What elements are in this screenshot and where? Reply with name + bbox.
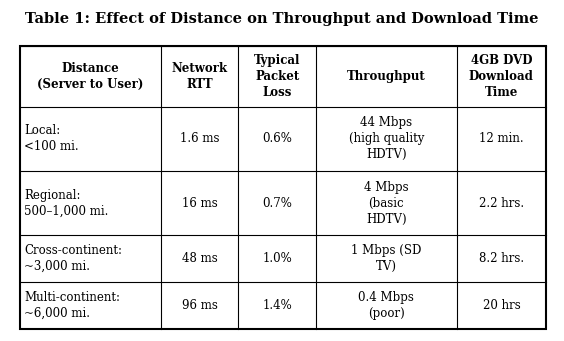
Text: 4 Mbps
(basic
HDTV): 4 Mbps (basic HDTV) <box>364 180 409 225</box>
Bar <box>20 46 546 329</box>
Text: Regional:
500–1,000 mi.: Regional: 500–1,000 mi. <box>24 189 109 218</box>
Text: 20 hrs: 20 hrs <box>483 299 520 312</box>
Text: 12 min.: 12 min. <box>479 132 524 145</box>
Text: 4GB DVD
Download
Time: 4GB DVD Download Time <box>469 54 534 99</box>
Text: 96 ms: 96 ms <box>182 299 217 312</box>
Text: Typical
Packet
Loss: Typical Packet Loss <box>254 54 300 99</box>
Text: 0.6%: 0.6% <box>262 132 292 145</box>
Text: 8.2 hrs.: 8.2 hrs. <box>479 252 524 265</box>
Text: 1.6 ms: 1.6 ms <box>180 132 219 145</box>
Text: Cross-continent:
~3,000 mi.: Cross-continent: ~3,000 mi. <box>24 244 122 273</box>
Text: 0.7%: 0.7% <box>262 196 292 209</box>
Text: Network
RTT: Network RTT <box>171 62 227 91</box>
Text: 44 Mbps
(high quality
HDTV): 44 Mbps (high quality HDTV) <box>349 116 424 161</box>
Text: 16 ms: 16 ms <box>182 196 217 209</box>
Text: 1.4%: 1.4% <box>262 299 292 312</box>
Text: 0.4 Mbps
(poor): 0.4 Mbps (poor) <box>359 291 415 320</box>
Text: Multi-continent:
~6,000 mi.: Multi-continent: ~6,000 mi. <box>24 291 120 320</box>
Text: 48 ms: 48 ms <box>182 252 217 265</box>
Text: 1 Mbps (SD
TV): 1 Mbps (SD TV) <box>351 244 421 273</box>
Text: Distance
(Server to User): Distance (Server to User) <box>37 62 143 91</box>
Text: Local:
<100 mi.: Local: <100 mi. <box>24 124 79 153</box>
Text: 2.2 hrs.: 2.2 hrs. <box>479 196 524 209</box>
Text: 1.0%: 1.0% <box>262 252 292 265</box>
Text: Throughput: Throughput <box>347 70 426 83</box>
Text: Table 1: Effect of Distance on Throughput and Download Time: Table 1: Effect of Distance on Throughpu… <box>25 12 539 26</box>
